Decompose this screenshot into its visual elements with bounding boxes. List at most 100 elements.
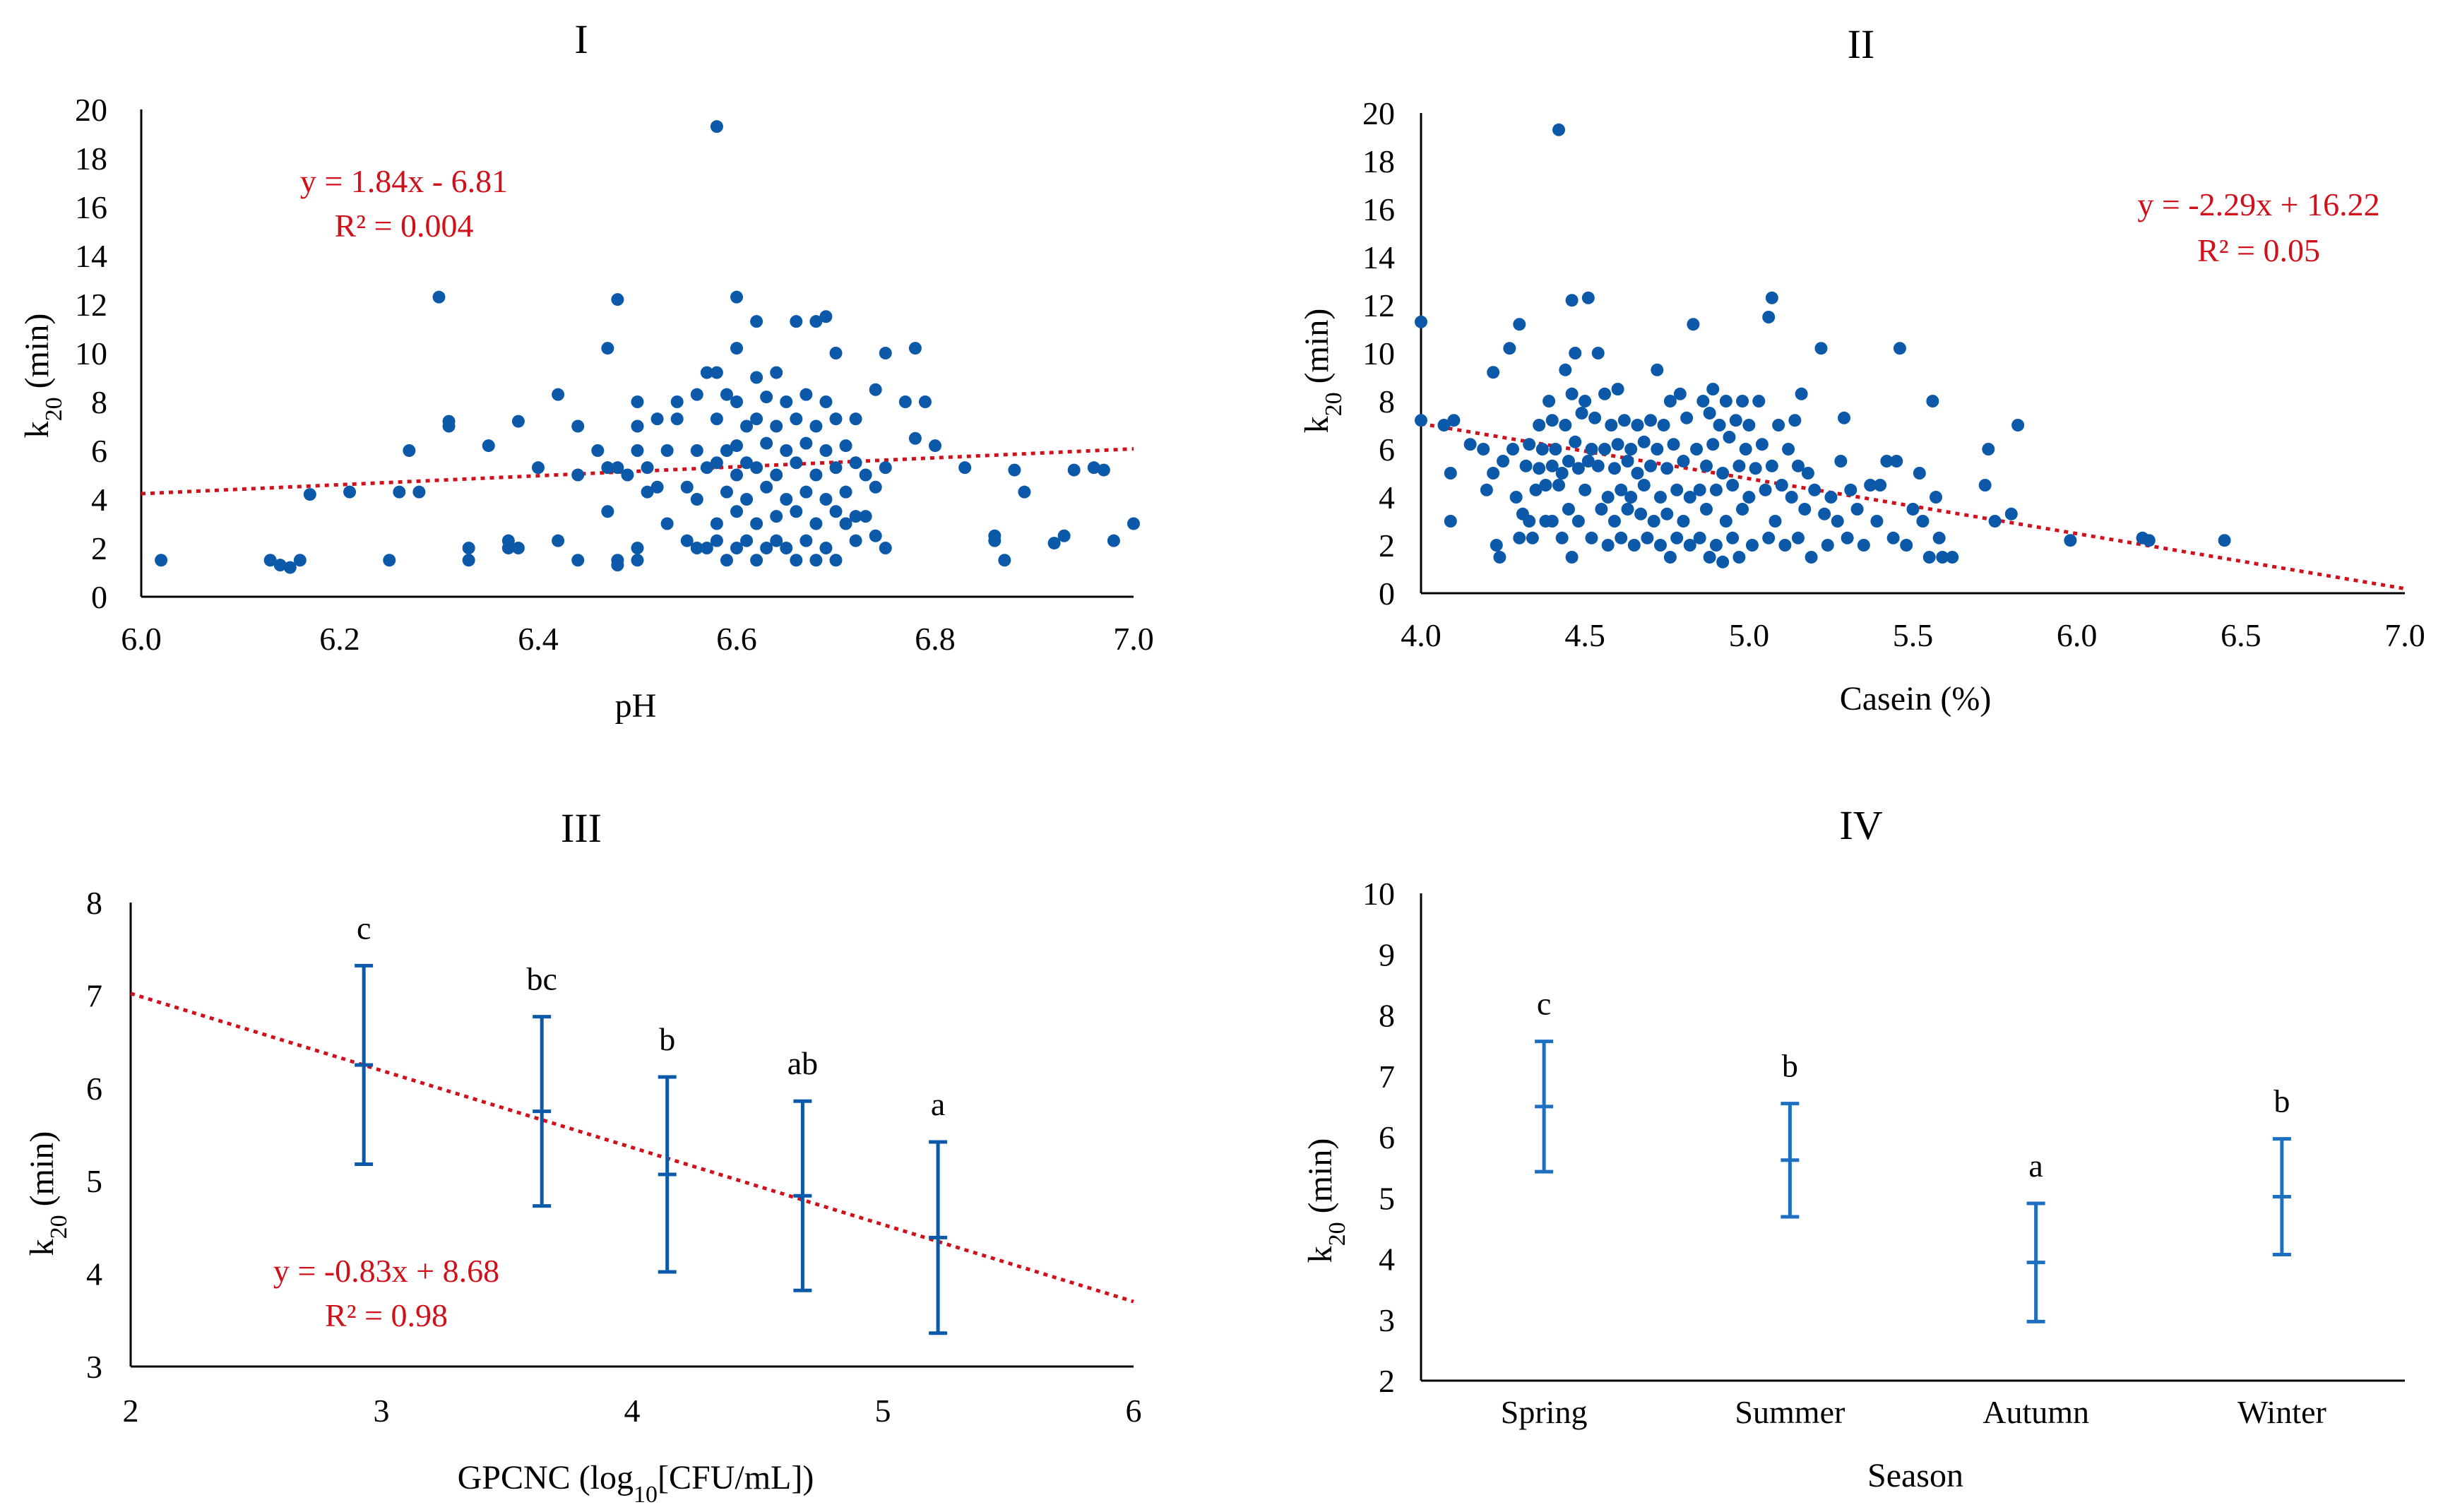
panel-II-data-point [1539, 479, 1552, 492]
panel-I-data-point [790, 412, 803, 426]
panel-III-y-tick-label: 3 [86, 1349, 102, 1385]
panel-II-data-point [1699, 459, 1713, 472]
panel-II-data-point [1415, 315, 1427, 328]
panel-II-data-point [1415, 414, 1427, 427]
panel-I-data-point [710, 120, 723, 133]
panel-III-x-tick-label: 5 [875, 1393, 891, 1429]
panel-I-data-point [690, 444, 703, 457]
panel-I-data-point [155, 554, 168, 567]
panel-II-data-point [1519, 459, 1533, 472]
panel-I-data-point [770, 510, 783, 523]
panel-III-x-label: GPCNC (log10[CFU/mL]) [458, 1459, 814, 1508]
panel-II-data-point [1680, 411, 1694, 424]
panel-II-data-point [1709, 483, 1723, 496]
panel-I-data-point [929, 439, 941, 453]
panel-II-data-point [1716, 555, 1730, 569]
panel-I-x-tick-label: 6.0 [121, 621, 162, 657]
panel-I-data-point [680, 480, 694, 494]
panel-I-y-tick-label: 14 [75, 238, 107, 274]
panel-I-y-tick-label: 8 [91, 384, 107, 420]
panel-I-x-tick-label: 6.8 [915, 621, 956, 657]
panel-I-data-point [780, 493, 793, 506]
panel-IV-y-tick-label: 7 [1379, 1059, 1395, 1095]
panel-I-data-point [690, 388, 703, 401]
panel-II-data-point [1775, 479, 1788, 492]
panel-II-data-point [1575, 407, 1588, 419]
panel-I-data-point [383, 554, 396, 567]
panel-I-data-point [1097, 463, 1110, 477]
panel-I-data-point [839, 485, 852, 499]
panel-II-x-tick-label: 6.5 [2221, 617, 2261, 653]
panel-II-data-point [1611, 438, 1624, 451]
panel-I-x-tick-label: 7.0 [1113, 621, 1154, 657]
panel-I-data-point [611, 293, 624, 306]
panel-II-data-point [2142, 534, 2156, 547]
panel-I-data-point [631, 554, 644, 567]
panel-I-data-point [998, 554, 1011, 567]
panel-II-data-point [1706, 438, 1720, 451]
panel-II-data-point [1579, 483, 1592, 496]
panel-II-data-point [1562, 455, 1575, 468]
panel-I-y-tick-label: 4 [91, 482, 107, 518]
panel-II-data-point [1644, 414, 1658, 427]
panel-I-data-point [710, 456, 723, 470]
panel-II-data-point [1552, 479, 1566, 492]
panel-I-data-point [809, 517, 823, 530]
panel-II-data-point [1709, 539, 1723, 552]
panel-II-data-point [2064, 534, 2077, 547]
panel-II-data-point [1513, 531, 1526, 544]
panel-II-data-point [1930, 491, 1943, 504]
panel-II-data-point [1447, 414, 1461, 427]
panel-II-data-point [1569, 347, 1582, 359]
panel-I-y-tick-label: 6 [91, 433, 107, 469]
panel-II-data-point [1611, 383, 1624, 395]
panel-III-significance-letter: a [931, 1086, 945, 1122]
panel-II-data-point [1874, 479, 1887, 492]
panel-I-data-point [780, 542, 793, 554]
panel-I-data-point [343, 485, 357, 499]
panel-II-data-point [1844, 483, 1857, 496]
panel-I-data-point [750, 412, 763, 426]
panel-I-data-point [412, 485, 426, 499]
panel-I-data-point [700, 461, 713, 475]
panel-II-y-label: k20 (min) [1298, 309, 1347, 434]
panel-I-data-point [809, 315, 823, 328]
panel-II-data-point [1631, 419, 1644, 431]
panel-I-x-tick-label: 6.6 [716, 621, 757, 657]
panel-I-data-point [859, 468, 872, 482]
panel-II-data-point [1562, 503, 1575, 516]
panel-I-data-point [750, 554, 763, 567]
panel-I-data-point [631, 542, 644, 554]
panel-II-data-point [1497, 455, 1510, 468]
panel-II-data-point [1837, 411, 1850, 424]
panel-III-x-tick-label: 3 [374, 1393, 390, 1429]
panel-II-data-point [1552, 123, 1566, 136]
panel-I-data-point [760, 436, 773, 450]
panel-II-data-point [1444, 515, 1457, 528]
panel-I-data-point [760, 391, 773, 404]
panel-I-data-point [1018, 485, 1031, 499]
panel-I-data-point [303, 488, 316, 501]
panel-II-data-point [1785, 491, 1798, 504]
panel-II-data-point [1571, 515, 1585, 528]
panel-I-data-point [432, 290, 446, 304]
panel-I-data-point [800, 388, 813, 401]
panel-II-data-point [1644, 459, 1658, 472]
panel-II-data-point [1703, 407, 1716, 419]
panel-II-data-point [1834, 455, 1848, 468]
panel-II-y-tick-label: 14 [1362, 239, 1395, 275]
panel-I-data-point [809, 419, 823, 433]
panel-I-data-point [750, 371, 763, 384]
panel-II-data-point [1880, 455, 1894, 468]
panel-II-data-point [1653, 539, 1667, 552]
panel-II-data-point [1579, 395, 1592, 407]
panel-II-data-point [1569, 435, 1582, 448]
panel-II-y-tick-label: 2 [1379, 528, 1395, 564]
panel-I-x-label: pH [615, 687, 657, 725]
panel-I-x-tick-label: 6.2 [319, 621, 360, 657]
panel-II-data-point [1726, 479, 1740, 492]
panel-I-data-point [730, 342, 743, 355]
panel-II-data-point [1752, 395, 1766, 407]
panel-II-data-point [1545, 459, 1559, 472]
panel-I-data-point [482, 439, 495, 453]
